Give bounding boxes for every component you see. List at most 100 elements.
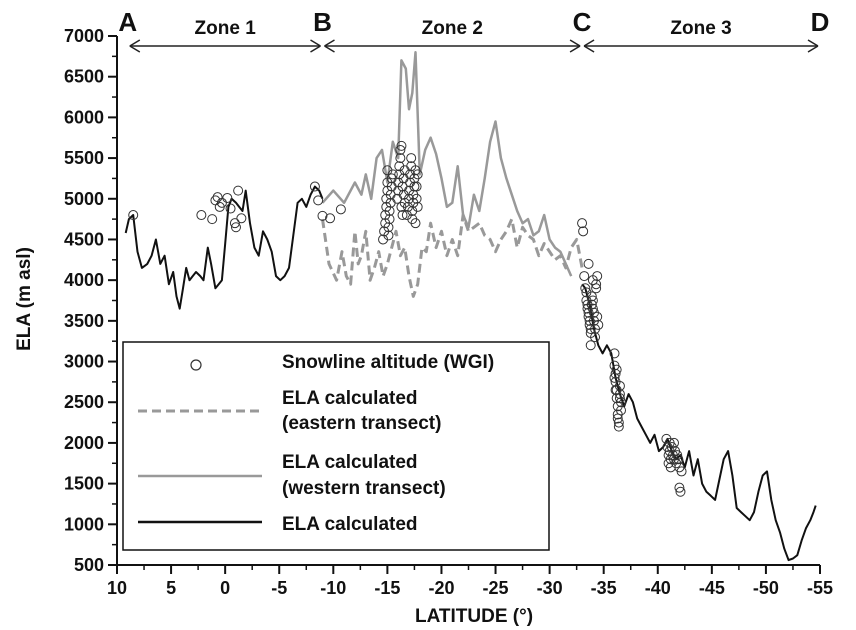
- snowline-point: [672, 450, 683, 461]
- snowline-point: [610, 368, 621, 379]
- y-tick-label: 6500: [64, 67, 104, 87]
- x-tick-label: -40: [645, 578, 671, 598]
- x-axis: 10 5 0 -5 -10 -15 -20 -25 -30 -35 -40 -45 -50 -55: [107, 564, 833, 598]
- snowline-point: [615, 397, 626, 408]
- snowline-point: [233, 185, 244, 196]
- x-tick-label: -25: [483, 578, 509, 598]
- snowline-point: [590, 332, 601, 343]
- snowline-point: [406, 153, 417, 164]
- zone-arrow-head: [569, 39, 581, 53]
- snowline-point: [592, 311, 603, 322]
- zone-marker-letter: A: [118, 7, 137, 37]
- y-axis-title: ELA (m asl): [14, 247, 35, 351]
- snowline-point: [317, 210, 328, 221]
- zone-arrow-head: [583, 39, 595, 53]
- snowline-point: [395, 153, 406, 164]
- y-tick-label: 4000: [64, 270, 104, 290]
- eastern-transect-line: [321, 213, 584, 298]
- zone-arrow-head: [129, 39, 141, 53]
- snowline-point: [412, 201, 423, 212]
- x-tick-label: -50: [753, 578, 779, 598]
- y-tick-label: 5500: [64, 148, 104, 168]
- zone-marker-letter: D: [811, 7, 830, 37]
- snowline-point: [309, 181, 320, 192]
- snowline-point: [610, 385, 621, 396]
- snowline-point: [411, 181, 422, 192]
- x-tick-label: -30: [537, 578, 563, 598]
- snowline-point: [579, 271, 590, 282]
- snowline-point: [583, 258, 594, 269]
- x-tick-label: -55: [807, 578, 833, 598]
- snowline-point: [128, 210, 139, 221]
- snowline-point: [412, 169, 423, 180]
- legend-label: (western transect): [282, 478, 446, 499]
- snowline-point: [613, 421, 624, 432]
- x-axis-title: LATITUDE (°): [415, 606, 533, 627]
- snowline-point: [196, 210, 207, 221]
- snowline-point: [384, 205, 395, 216]
- y-tick-label: 3500: [64, 311, 104, 331]
- y-tick-label: 2500: [64, 392, 104, 412]
- snowline-point: [313, 195, 324, 206]
- western-transect-line: [321, 51, 573, 277]
- y-tick-label: 5000: [64, 189, 104, 209]
- snowline-point: [410, 218, 421, 229]
- snowline-point: [587, 275, 598, 286]
- y-tick-label: 3000: [64, 352, 104, 372]
- snowline-point: [222, 192, 233, 203]
- snowline-point: [577, 218, 588, 229]
- x-tick-label: 0: [220, 578, 230, 598]
- snowline-point: [585, 340, 596, 351]
- x-tick-label: -35: [591, 578, 617, 598]
- snowline-point: [395, 144, 406, 155]
- y-tick-label: 4500: [64, 229, 104, 249]
- zone-marker-letter: C: [573, 7, 592, 37]
- snowline-point: [674, 482, 685, 493]
- y-tick-label: 1500: [64, 474, 104, 494]
- zone-label: Zone 3: [670, 18, 731, 39]
- snowline-point: [225, 203, 236, 214]
- y-tick-label: 7000: [64, 26, 104, 46]
- snowline-point: [587, 303, 598, 314]
- snowline-point: [586, 291, 597, 302]
- zone-annotations: Zone 1 Zone 2 Zone 3 A B C D: [118, 7, 830, 53]
- snowline-point: [676, 466, 687, 477]
- snowline-point: [665, 462, 676, 473]
- legend-box: [122, 341, 550, 551]
- snowline-point: [614, 393, 625, 404]
- snowline-point: [229, 218, 240, 229]
- zone-arrow-head: [324, 39, 335, 53]
- snowline-point: [593, 319, 604, 330]
- snowline-point: [609, 348, 620, 359]
- snowline-point: [335, 204, 346, 215]
- snowline-point: [325, 213, 336, 224]
- legend-label: ELA calculated: [282, 514, 418, 535]
- snowline-point: [613, 417, 624, 428]
- legend-label: Snowline altitude (WGI): [282, 352, 494, 373]
- zone-label: Zone 2: [422, 18, 483, 39]
- y-tick-label: 1000: [64, 514, 104, 534]
- zone-arrow-head: [310, 39, 321, 53]
- data-series: [124, 51, 817, 562]
- legend-marker-circle: [190, 359, 202, 371]
- snowline-point: [668, 437, 679, 448]
- snowline-point: [383, 222, 394, 233]
- snowline-point: [580, 283, 591, 294]
- snowline-point: [411, 193, 422, 204]
- snowline-point: [236, 213, 247, 224]
- snowline-point: [578, 226, 589, 237]
- y-axis: 500 1000 1500 2000 2500 3000 3500 4000 4500 5000 5…: [64, 26, 118, 575]
- zone-marker-letter: B: [313, 7, 332, 37]
- x-tick-label: 5: [166, 578, 176, 598]
- x-tick-label: -45: [699, 578, 725, 598]
- snowline-point: [207, 214, 218, 225]
- snowline-point: [384, 214, 395, 225]
- y-tick-label: 2000: [64, 433, 104, 453]
- x-tick-label: -20: [428, 578, 454, 598]
- legend-label: (eastern transect): [282, 413, 441, 434]
- x-tick-label: -5: [271, 578, 287, 598]
- snowline-point: [397, 210, 408, 221]
- snowline-point: [612, 413, 623, 424]
- legend-label: ELA calculated: [282, 452, 418, 473]
